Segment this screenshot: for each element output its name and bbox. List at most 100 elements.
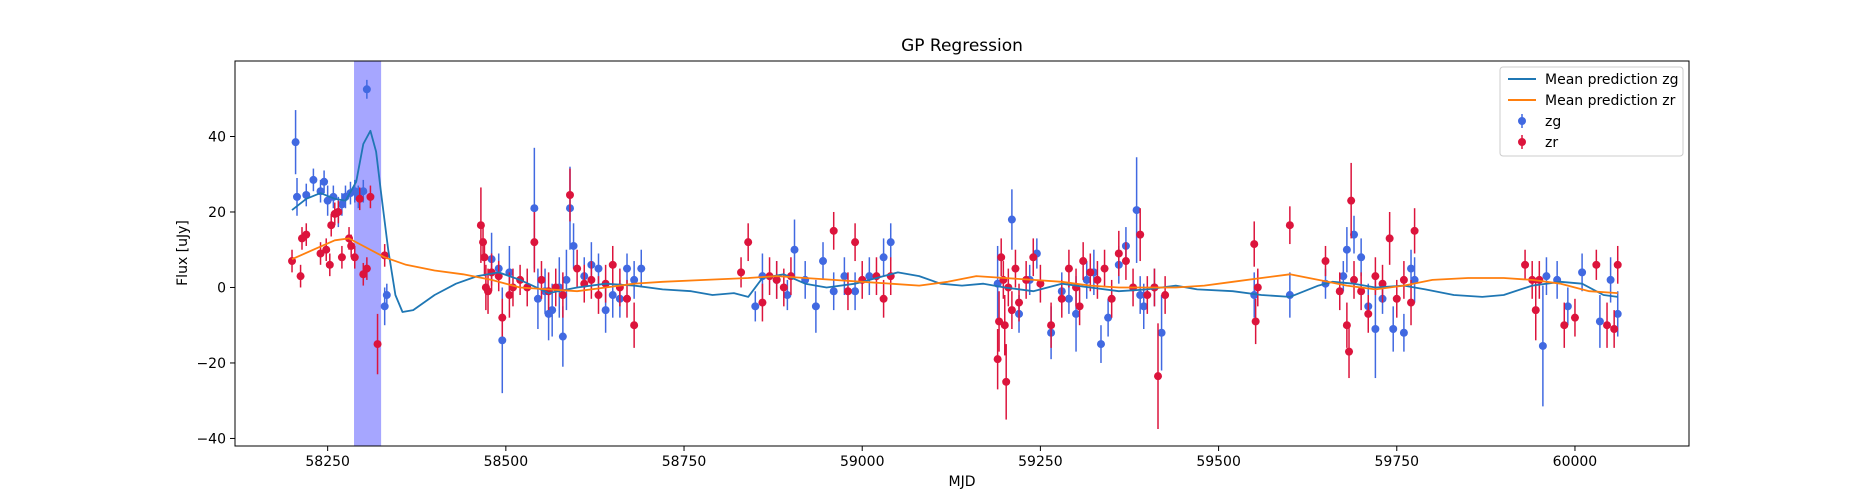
data-point bbox=[1539, 342, 1547, 350]
data-point bbox=[302, 231, 310, 239]
data-point bbox=[1065, 265, 1073, 273]
data-point bbox=[479, 238, 487, 246]
y-tick-label: −40 bbox=[196, 431, 226, 447]
data-point bbox=[534, 295, 542, 303]
data-point bbox=[566, 191, 574, 199]
data-point bbox=[1097, 340, 1105, 348]
legend: Mean prediction zgMean prediction zrzgzr bbox=[1500, 67, 1683, 156]
legend-marker bbox=[1518, 117, 1526, 125]
data-point bbox=[326, 261, 334, 269]
data-point bbox=[1286, 221, 1294, 229]
data-point bbox=[819, 257, 827, 265]
data-point bbox=[1008, 216, 1016, 224]
x-axis-label: MJD bbox=[949, 474, 976, 490]
x-tick-label: 60000 bbox=[1553, 454, 1598, 470]
data-point bbox=[783, 291, 791, 299]
data-point bbox=[997, 253, 1005, 261]
data-point bbox=[1393, 295, 1401, 303]
data-point bbox=[1400, 276, 1408, 284]
x-tick-label: 58500 bbox=[484, 454, 529, 470]
data-point bbox=[1002, 378, 1010, 386]
data-point bbox=[1364, 310, 1372, 318]
data-point bbox=[1411, 227, 1419, 235]
data-point bbox=[812, 302, 820, 310]
data-point bbox=[505, 291, 513, 299]
data-point bbox=[1108, 295, 1116, 303]
data-point bbox=[498, 336, 506, 344]
x-tick-label: 59250 bbox=[1018, 454, 1063, 470]
data-point bbox=[359, 187, 367, 195]
data-point bbox=[887, 238, 895, 246]
data-point bbox=[994, 355, 1002, 363]
data-point bbox=[1596, 317, 1604, 325]
data-point bbox=[1614, 261, 1622, 269]
data-point bbox=[1400, 329, 1408, 337]
x-tick-label: 58750 bbox=[662, 454, 707, 470]
data-point bbox=[1603, 321, 1611, 329]
data-point bbox=[630, 321, 638, 329]
data-point bbox=[1542, 272, 1550, 280]
data-point bbox=[363, 265, 371, 273]
y-tick-label: 0 bbox=[217, 280, 226, 296]
data-point bbox=[1607, 276, 1615, 284]
data-point bbox=[570, 242, 578, 250]
y-tick-label: 20 bbox=[208, 205, 226, 221]
data-point bbox=[1345, 348, 1353, 356]
data-point bbox=[758, 299, 766, 307]
data-point bbox=[1133, 206, 1141, 214]
legend-label: zr bbox=[1545, 135, 1558, 151]
data-point bbox=[609, 291, 617, 299]
data-point bbox=[840, 272, 848, 280]
data-point bbox=[1154, 372, 1162, 380]
legend-label: Mean prediction zr bbox=[1545, 93, 1676, 109]
data-point bbox=[1058, 295, 1066, 303]
data-point bbox=[1065, 295, 1073, 303]
data-point bbox=[1076, 302, 1084, 310]
data-point bbox=[530, 204, 538, 212]
data-point bbox=[637, 265, 645, 273]
data-point bbox=[1371, 325, 1379, 333]
data-point bbox=[573, 265, 581, 273]
data-point bbox=[830, 227, 838, 235]
data-point bbox=[1158, 329, 1166, 337]
data-point bbox=[480, 253, 488, 261]
data-point bbox=[363, 85, 371, 93]
data-point bbox=[587, 276, 595, 284]
data-point bbox=[383, 291, 391, 299]
plot-area bbox=[288, 61, 1622, 446]
data-point bbox=[356, 195, 364, 203]
data-point bbox=[1407, 265, 1415, 273]
data-point bbox=[334, 208, 342, 216]
data-point bbox=[791, 246, 799, 254]
data-point bbox=[1047, 321, 1055, 329]
data-point bbox=[562, 276, 570, 284]
data-point bbox=[623, 295, 631, 303]
data-point bbox=[1610, 325, 1618, 333]
x-axis: 58250 58500 58750 59000 59250 59500 59750 60000 bbox=[305, 446, 1597, 470]
data-point bbox=[751, 302, 759, 310]
data-point bbox=[1136, 291, 1144, 299]
data-point bbox=[477, 221, 485, 229]
data-point bbox=[623, 265, 631, 273]
data-point bbox=[1407, 299, 1415, 307]
data-point bbox=[1083, 276, 1091, 284]
data-point bbox=[744, 238, 752, 246]
data-point bbox=[347, 242, 355, 250]
data-point bbox=[1252, 317, 1260, 325]
data-point bbox=[1104, 314, 1112, 322]
x-tick-label: 59000 bbox=[840, 454, 885, 470]
data-point bbox=[851, 287, 859, 295]
data-point bbox=[851, 238, 859, 246]
data-point bbox=[309, 176, 317, 184]
data-point bbox=[1008, 306, 1016, 314]
data-point bbox=[537, 276, 545, 284]
data-point bbox=[1347, 197, 1355, 205]
data-point bbox=[1079, 257, 1087, 265]
data-point bbox=[1101, 265, 1109, 273]
data-point bbox=[1386, 234, 1394, 242]
data-point bbox=[327, 221, 335, 229]
data-point bbox=[880, 253, 888, 261]
data-point bbox=[1560, 321, 1568, 329]
data-point bbox=[381, 302, 389, 310]
